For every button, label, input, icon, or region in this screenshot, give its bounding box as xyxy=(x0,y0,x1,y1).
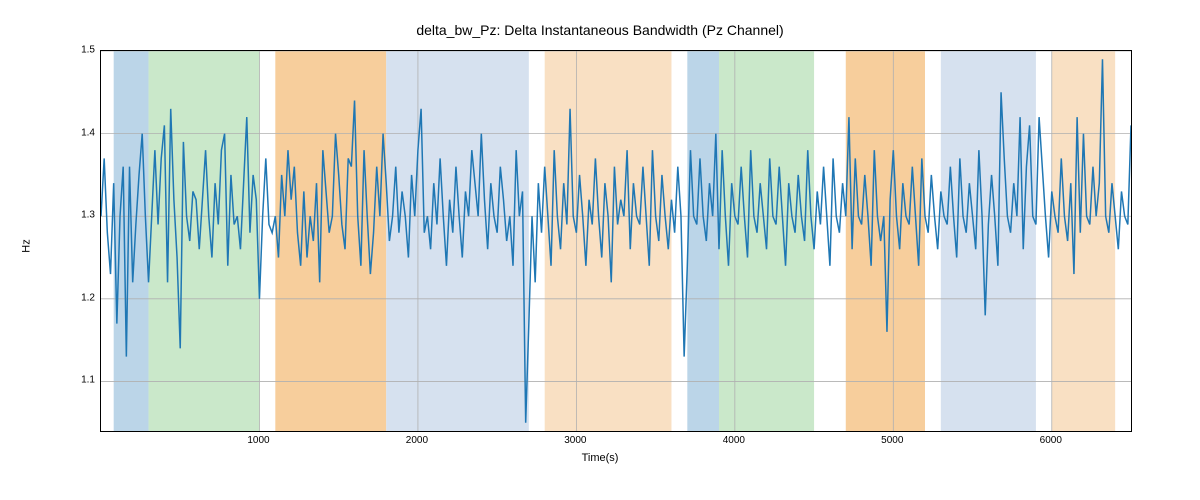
plot-area xyxy=(100,50,1132,432)
xtick-label: 5000 xyxy=(881,435,903,446)
background-region xyxy=(149,51,260,431)
ytick-label: 1.2 xyxy=(65,292,95,303)
y-axis-label: Hz xyxy=(21,239,33,252)
ytick-label: 1.4 xyxy=(65,127,95,138)
xtick-label: 6000 xyxy=(1040,435,1062,446)
xtick-label: 1000 xyxy=(247,435,269,446)
x-axis-label: Time(s) xyxy=(0,452,1200,464)
background-region xyxy=(1052,51,1115,431)
plot-svg xyxy=(101,51,1131,431)
chart-title: delta_bw_Pz: Delta Instantaneous Bandwid… xyxy=(0,22,1200,38)
xtick-label: 4000 xyxy=(723,435,745,446)
ytick-label: 1.5 xyxy=(65,45,95,56)
line-chart-figure: delta_bw_Pz: Delta Instantaneous Bandwid… xyxy=(0,0,1200,500)
xtick-label: 3000 xyxy=(564,435,586,446)
background-region xyxy=(545,51,672,431)
ytick-label: 1.1 xyxy=(65,375,95,386)
background-region xyxy=(275,51,386,431)
ytick-label: 1.3 xyxy=(65,210,95,221)
background-region xyxy=(687,51,719,431)
background-region xyxy=(846,51,925,431)
xtick-label: 2000 xyxy=(406,435,428,446)
